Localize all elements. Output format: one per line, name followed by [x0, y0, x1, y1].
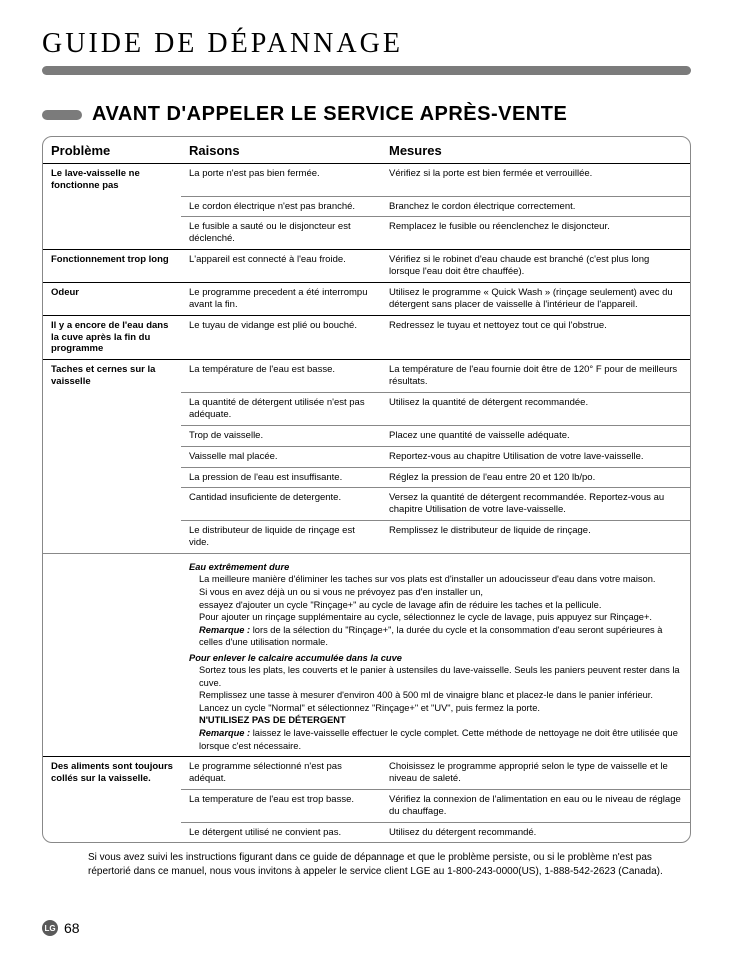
- table-row: OdeurLe programme precedent a été interr…: [43, 282, 690, 315]
- cell-problem: [43, 425, 181, 446]
- table-row: La pression de l'eau est insuffisante.Ré…: [43, 467, 690, 488]
- table-row: Il y a encore de l'eau dans la cuve aprè…: [43, 315, 690, 360]
- section-heading: AVANT D'APPELER LE SERVICE APRÈS-VENTE: [42, 103, 691, 126]
- cell-reason: Le programme sélectionné n'est pas adéqu…: [181, 757, 381, 790]
- col-header-reasons: Raisons: [181, 137, 381, 164]
- notes-line: N'UTILISEZ PAS DE DÉTERGENT: [189, 714, 682, 727]
- cell-notes: Eau extrêmement dureLa meilleure manière…: [181, 553, 690, 756]
- cell-measure: Placez une quantité de vaisselle adéquat…: [381, 425, 690, 446]
- page-number-text: 68: [64, 920, 80, 936]
- cell-measure: Réglez la pression de l'eau entre 20 et …: [381, 467, 690, 488]
- cell-reason: Le distributeur de liquide de rinçage es…: [181, 521, 381, 554]
- cell-reason: Le programme precedent a été interrompu …: [181, 282, 381, 315]
- table-row: Le cordon électrique n'est pas branché.B…: [43, 196, 690, 217]
- cell-reason: La temperature de l'eau est trop basse.: [181, 789, 381, 822]
- cell-reason: Trop de vaisselle.: [181, 425, 381, 446]
- cell-measure: Versez la quantité de détergent recomman…: [381, 488, 690, 521]
- section-heading-text: AVANT D'APPELER LE SERVICE APRÈS-VENTE: [92, 103, 567, 126]
- cell-measure: Utilisez la quantité de détergent recomm…: [381, 393, 690, 426]
- cell-measure: Vérifiez si la porte est bien fermée et …: [381, 164, 690, 196]
- cell-measure: Branchez le cordon électrique correcteme…: [381, 196, 690, 217]
- cell-measure: Utilisez le programme « Quick Wash » (ri…: [381, 282, 690, 315]
- table-row: La quantité de détergent utilisée n'est …: [43, 393, 690, 426]
- heading-bar-icon: [42, 110, 82, 120]
- notes-line: La meilleure manière d'éliminer les tach…: [189, 573, 682, 586]
- table-row: Vaisselle mal placée.Reportez-vous au ch…: [43, 446, 690, 467]
- col-header-measures: Mesures: [381, 137, 690, 164]
- cell-problem: [43, 553, 181, 756]
- table-row: Le fusible a sauté ou le disjoncteur est…: [43, 217, 690, 250]
- cell-reason: Le cordon électrique n'est pas branché.: [181, 196, 381, 217]
- cell-measure: Vérifiez si le robinet d'eau chaude est …: [381, 250, 690, 283]
- cell-measure: Vérifiez la connexion de l'alimentation …: [381, 789, 690, 822]
- table-row: Le détergent utilisé ne convient pas.Uti…: [43, 822, 690, 842]
- cell-problem: [43, 467, 181, 488]
- cell-problem: Il y a encore de l'eau dans la cuve aprè…: [43, 315, 181, 360]
- cell-measure: Choisissez le programme approprié selon …: [381, 757, 690, 790]
- table-row: Le distributeur de liquide de rinçage es…: [43, 521, 690, 554]
- notes-remark: Remarque : laissez le lave-vaisselle eff…: [189, 727, 682, 752]
- cell-problem: [43, 393, 181, 426]
- cell-problem: [43, 822, 181, 842]
- cell-reason: Vaisselle mal placée.: [181, 446, 381, 467]
- table-row: La temperature de l'eau est trop basse.V…: [43, 789, 690, 822]
- cell-problem: [43, 488, 181, 521]
- footer-note: Si vous avez suivi les instructions figu…: [42, 851, 691, 878]
- cell-reason: Cantidad insuficiente de detergente.: [181, 488, 381, 521]
- notes-line: Si vous en avez déjà un ou si vous ne pr…: [189, 586, 682, 599]
- cell-reason: La porte n'est pas bien fermée.: [181, 164, 381, 196]
- cell-problem: Taches et cernes sur la vaisselle: [43, 360, 181, 393]
- table-header-row: Problème Raisons Mesures: [43, 137, 690, 164]
- cell-problem: Le lave-vaisselle ne fonctionne pas: [43, 164, 181, 196]
- cell-measure: Remplacez le fusible ou réenclenchez le …: [381, 217, 690, 250]
- table-row: Cantidad insuficiente de detergente.Vers…: [43, 488, 690, 521]
- table-row: Trop de vaisselle.Placez une quantité de…: [43, 425, 690, 446]
- cell-problem: [43, 789, 181, 822]
- cell-problem: [43, 446, 181, 467]
- table-row: Des aliments sont toujours collés sur la…: [43, 757, 690, 790]
- table-row-notes: Eau extrêmement dureLa meilleure manière…: [43, 553, 690, 756]
- notes-line: Lancez un cycle "Normal" et sélectionnez…: [189, 702, 682, 715]
- cell-measure: Redressez le tuyau et nettoyez tout ce q…: [381, 315, 690, 360]
- table-row: Le lave-vaisselle ne fonctionne pasLa po…: [43, 164, 690, 196]
- cell-reason: La température de l'eau est basse.: [181, 360, 381, 393]
- col-header-problem: Problème: [43, 137, 181, 164]
- cell-reason: La quantité de détergent utilisée n'est …: [181, 393, 381, 426]
- notes-remark: Remarque : lors de la sélection du "Rinç…: [189, 624, 682, 649]
- cell-reason: La pression de l'eau est insuffisante.: [181, 467, 381, 488]
- cell-measure: Remplissez le distributeur de liquide de…: [381, 521, 690, 554]
- notes-title-2: Pour enlever le calcaire accumulée dans …: [189, 652, 682, 665]
- cell-problem: Fonctionnement trop long: [43, 250, 181, 283]
- cell-reason: Le fusible a sauté ou le disjoncteur est…: [181, 217, 381, 250]
- cell-problem: [43, 196, 181, 217]
- cell-measure: Utilisez du détergent recommandé.: [381, 822, 690, 842]
- cell-reason: Le détergent utilisé ne convient pas.: [181, 822, 381, 842]
- table-row: Taches et cernes sur la vaisselleLa temp…: [43, 360, 690, 393]
- notes-title-1: Eau extrêmement dure: [189, 561, 682, 574]
- troubleshooting-table: Problème Raisons Mesures Le lave-vaissel…: [43, 137, 690, 842]
- notes-line: Pour ajouter un rinçage supplémentaire a…: [189, 611, 682, 624]
- notes-line: Sortez tous les plats, les couverts et l…: [189, 664, 682, 689]
- notes-line: Remplissez une tasse à mesurer d'environ…: [189, 689, 682, 702]
- lg-logo-icon: LG: [42, 920, 58, 936]
- cell-measure: Reportez-vous au chapitre Utilisation de…: [381, 446, 690, 467]
- cell-problem: Odeur: [43, 282, 181, 315]
- page-title: GUIDE DE DÉPANNAGE: [42, 28, 691, 60]
- cell-problem: [43, 521, 181, 554]
- page-number: LG 68: [42, 920, 80, 936]
- cell-measure: La température de l'eau fournie doit êtr…: [381, 360, 690, 393]
- notes-line: essayez d'ajouter un cycle "Rinçage+" au…: [189, 599, 682, 612]
- cell-problem: Des aliments sont toujours collés sur la…: [43, 757, 181, 790]
- title-rule: [42, 66, 691, 75]
- troubleshooting-table-container: Problème Raisons Mesures Le lave-vaissel…: [42, 136, 691, 843]
- table-row: Fonctionnement trop longL'appareil est c…: [43, 250, 690, 283]
- cell-reason: L'appareil est connecté à l'eau froide.: [181, 250, 381, 283]
- cell-reason: Le tuyau de vidange est plié ou bouché.: [181, 315, 381, 360]
- cell-problem: [43, 217, 181, 250]
